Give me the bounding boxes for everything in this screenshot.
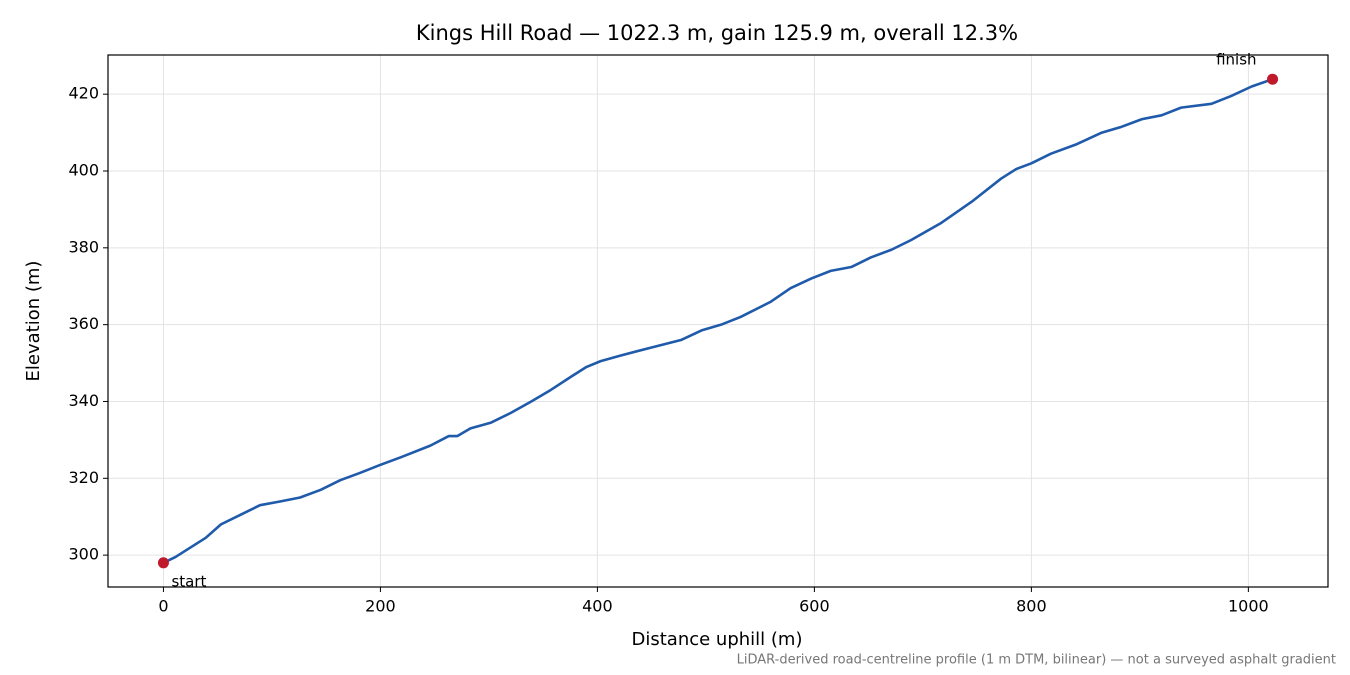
endpoint-marker	[157, 557, 169, 569]
x-axis-label: Distance uphill (m)	[632, 629, 803, 650]
x-tick-label: 400	[582, 597, 613, 616]
x-tick-label: 800	[1016, 597, 1047, 616]
annotation-label: finish	[1216, 51, 1256, 69]
x-tick-label: 1000	[1228, 597, 1269, 616]
plot-frame	[107, 54, 1329, 588]
annotation-label: start	[171, 572, 206, 590]
y-tick-label: 360	[68, 314, 99, 333]
y-tick-label: 300	[68, 545, 99, 564]
endpoint-marker	[1267, 73, 1279, 85]
y-tick-label: 420	[68, 84, 99, 103]
y-tick-label: 400	[68, 161, 99, 180]
chart-title: Kings Hill Road — 1022.3 m, gain 125.9 m…	[416, 21, 1018, 45]
x-tick-label: 0	[158, 597, 168, 616]
y-axis-label: Elevation (m)	[23, 261, 44, 382]
y-tick-label: 380	[68, 237, 99, 256]
elevation-line	[162, 77, 1273, 564]
x-tick-label: 200	[365, 597, 396, 616]
x-tick-label: 600	[799, 597, 830, 616]
y-tick-label: 340	[68, 391, 99, 410]
footnote: LiDAR-derived road-centreline profile (1…	[737, 653, 1336, 668]
y-tick-label: 320	[68, 468, 99, 487]
